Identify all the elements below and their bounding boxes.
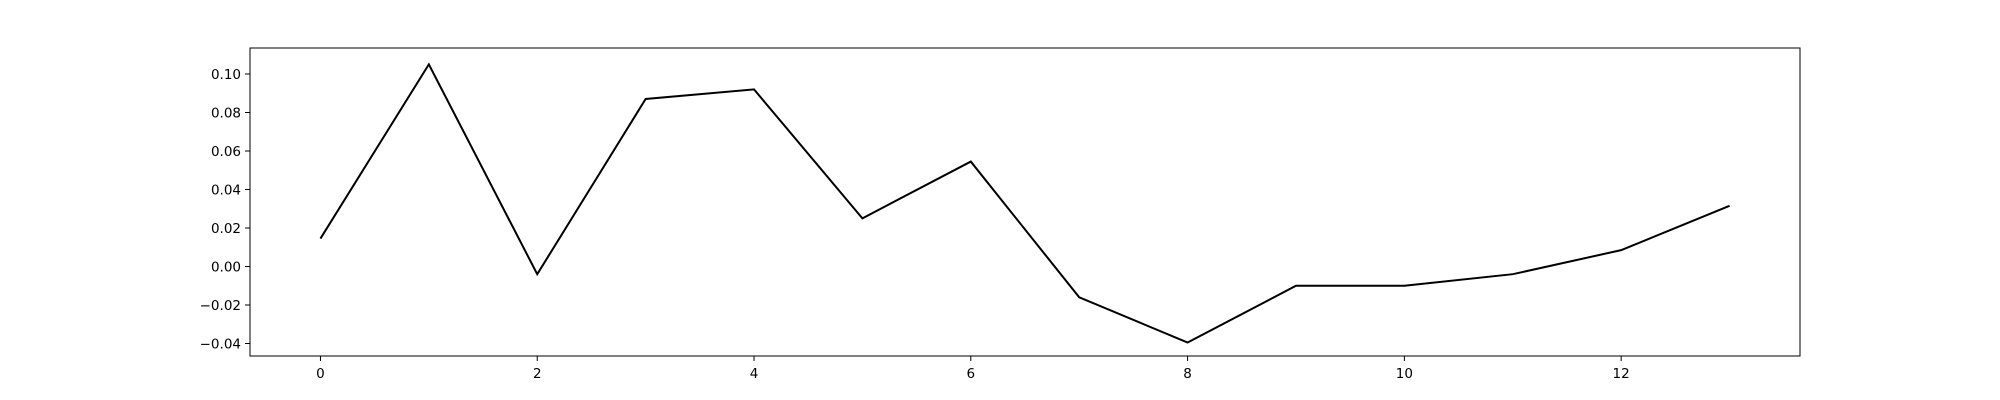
y-tick-label: 0.02 — [211, 221, 241, 237]
y-tick-label: 0.00 — [211, 259, 241, 275]
y-tick-label: 0.08 — [211, 105, 241, 121]
y-tick-label: 0.10 — [211, 67, 241, 83]
y-axis: −0.04 −0.02 0.00 0.02 0.04 0.06 0.08 0.10 — [200, 67, 250, 352]
x-tick-label: 2 — [533, 366, 542, 382]
y-tick-label: −0.02 — [200, 298, 241, 314]
y-tick-label: 0.06 — [211, 144, 241, 160]
x-axis: 0 2 4 6 8 10 12 — [316, 356, 1630, 382]
x-tick-label: 12 — [1613, 366, 1630, 382]
x-tick-label: 4 — [750, 366, 759, 382]
y-tick-label: −0.04 — [200, 336, 241, 352]
plot-frame — [249, 47, 1801, 357]
plot-area — [319, 62, 1730, 344]
y-tick-label: 0.04 — [211, 182, 241, 198]
x-tick-label: 8 — [1183, 366, 1192, 382]
series-line — [319, 62, 1730, 344]
x-tick-label: 0 — [316, 366, 325, 382]
x-tick-label: 6 — [967, 366, 976, 382]
x-tick-label: 10 — [1396, 366, 1413, 382]
